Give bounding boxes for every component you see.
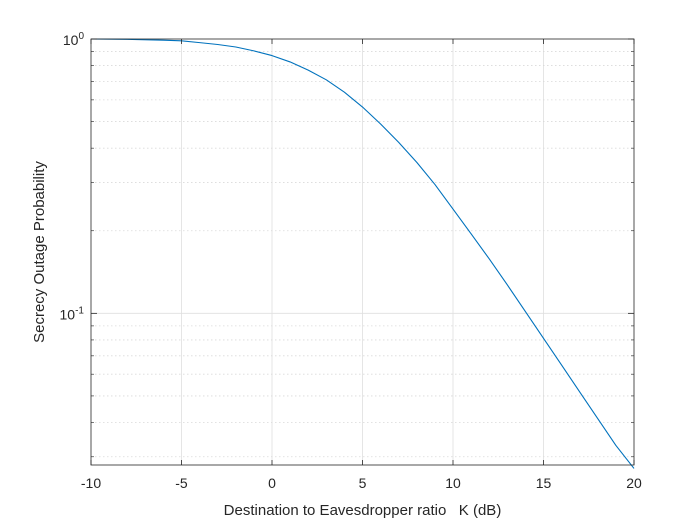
x-tick-labels: -10 -5 0 5 10 15 20: [81, 475, 642, 491]
y-axis-label: Secrecy Outage Probability: [31, 161, 48, 343]
ticks: [90, 38, 635, 465]
x-tick-label: 20: [626, 475, 642, 491]
x-tick-label: 0: [268, 475, 276, 491]
y-tick-label: 100: [63, 31, 85, 48]
y-tick-labels: 100 10-1: [60, 31, 85, 322]
x-tick-label: 15: [536, 475, 552, 491]
x-axis-label: Destination to Eavesdropper ratio K (dB): [224, 502, 502, 519]
series-layer: [90, 38, 635, 469]
x-tick-label: -10: [81, 475, 101, 491]
grid: [91, 39, 634, 465]
x-tick-label: -5: [175, 475, 188, 491]
x-tick-label: 5: [359, 475, 367, 491]
x-tick-label: 10: [445, 475, 461, 491]
series-line: [90, 38, 635, 469]
y-tick-label: 10-1: [60, 305, 85, 322]
